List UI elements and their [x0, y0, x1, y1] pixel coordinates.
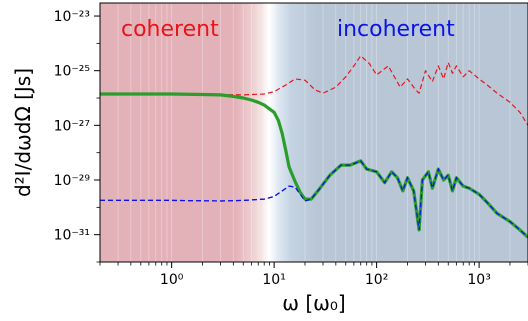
y-tick-label-4: 10⁻²³: [54, 9, 90, 25]
x-axis-title: ω [ω₀]: [282, 291, 345, 315]
y-tick-label-1: 10⁻²⁹: [54, 173, 91, 189]
y-tick-label-2: 10⁻²⁷: [54, 118, 90, 134]
y-tick-label-3: 10⁻²⁵: [54, 64, 90, 80]
y-tick-label-0: 10⁻³¹: [54, 228, 90, 244]
x-tick-label-3: 10³: [467, 272, 490, 288]
x-tick-label-0: 10⁰: [160, 272, 184, 288]
x-tick-label-1: 10¹: [262, 272, 285, 288]
series-line-0: [100, 55, 528, 126]
coherent-region-label: coherent: [121, 17, 219, 42]
incoherent-region-label: incoherent: [337, 17, 455, 42]
y-axis-title: d²I/dωdΩ [Js]: [11, 68, 35, 197]
x-tick-label-2: 10²: [365, 272, 388, 288]
plot-frame: [99, 2, 528, 263]
series-line-1-overlay: [100, 160, 528, 238]
plot-background: [100, 3, 528, 262]
